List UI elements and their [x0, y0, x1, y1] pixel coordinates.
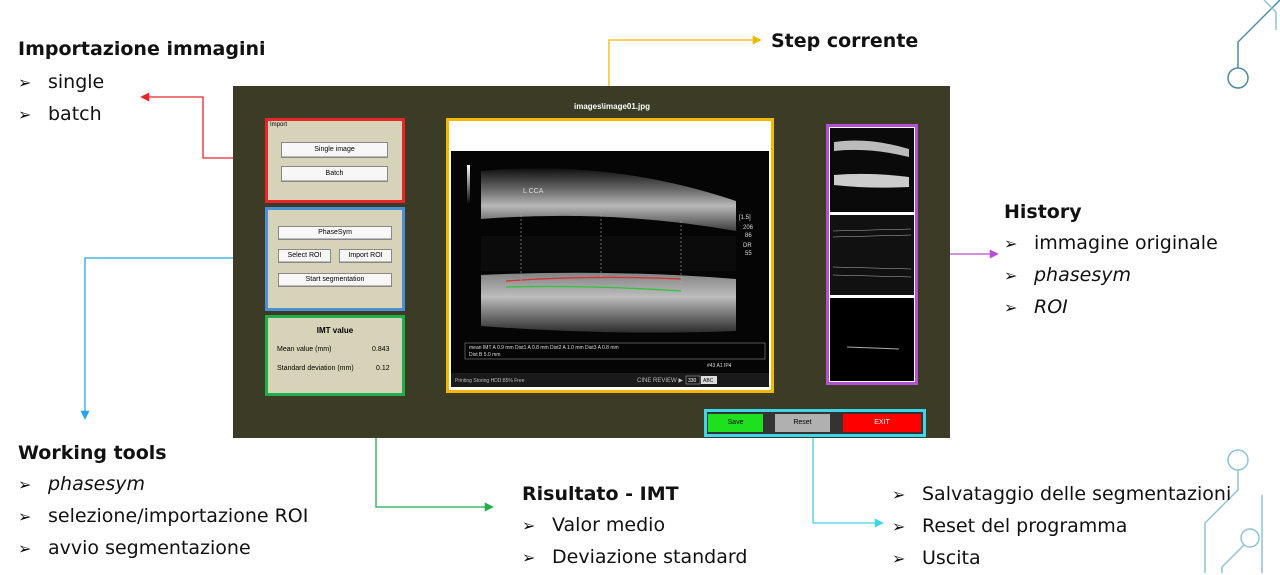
- list-item: ➢ phasesym: [18, 468, 308, 500]
- measurement-row-1: mean IMT A 0.9 mm Dist1 A 0.8 mm Dist2 A…: [469, 345, 619, 351]
- imt-panel: IMT value Mean value (mm) 0.843 Standard…: [265, 315, 405, 396]
- history-section-list: ➢ immagine originale ➢ phasesym ➢ ROI: [1004, 227, 1218, 323]
- list-item: ➢ Uscita: [892, 542, 1231, 574]
- phasesym-button[interactable]: PhaseSym: [278, 226, 392, 240]
- imt-panel-title: IMT value: [316, 326, 354, 335]
- us-side-value: DR: [743, 243, 752, 249]
- import-panel-label: Import: [270, 122, 288, 128]
- history-thumbnails: [830, 128, 914, 381]
- import-section-list: ➢ single ➢ batch: [18, 66, 104, 130]
- bullet-arrow-icon: ➢: [1004, 266, 1018, 285]
- start-segmentation-button[interactable]: Start segmentation: [278, 273, 392, 287]
- list-item: ➢ Deviazione standard: [522, 541, 747, 573]
- abc-label: ABC: [703, 378, 714, 384]
- app-window: Import Single image Batch PhaseSym Selec…: [233, 86, 950, 438]
- actions-section-list: ➢ Salvataggio delle segmentazioni ➢ Reset …: [892, 478, 1231, 574]
- list-item: ➢ phasesym: [1004, 259, 1218, 291]
- tools-section-title: Working tools: [18, 442, 167, 464]
- import-panel: Import Single image Batch: [265, 118, 405, 203]
- bullet-arrow-icon: ➢: [892, 517, 906, 536]
- bullet-arrow-icon: ➢: [1004, 298, 1018, 317]
- bullet-arrow-icon: ➢: [892, 549, 906, 568]
- save-button[interactable]: Save: [708, 414, 763, 432]
- list-item: ➢ immagine originale: [1004, 227, 1218, 259]
- list-item: ➢ Valor medio: [522, 509, 747, 541]
- import-roi-button[interactable]: Import ROI: [339, 249, 392, 263]
- list-item: ➢ batch: [18, 98, 104, 130]
- result-section-title: Risultato - IMT: [522, 483, 679, 505]
- list-item: ➢ single: [18, 66, 104, 98]
- bullet-arrow-icon: ➢: [18, 73, 32, 92]
- actions-arrow: [812, 433, 884, 528]
- us-side-value: 55: [745, 251, 752, 257]
- exit-button[interactable]: EXIT: [843, 414, 921, 432]
- bullet-arrow-icon: ➢: [1004, 234, 1018, 253]
- actions-frame: Save Reset EXIT: [704, 409, 926, 437]
- list-item: ➢ Reset del programma: [892, 510, 1231, 542]
- single-image-button[interactable]: Single image: [281, 142, 388, 158]
- batch-button[interactable]: Batch: [281, 166, 388, 182]
- us-side-value: 86: [745, 233, 752, 239]
- list-item: ➢ ROI: [1004, 291, 1218, 323]
- image-title: images\image01.jpg: [573, 102, 651, 111]
- bullet-arrow-icon: ➢: [892, 485, 906, 504]
- bullet-arrow-icon: ➢: [18, 507, 32, 526]
- reset-button[interactable]: Reset: [775, 414, 830, 432]
- mean-value-label: Mean value (mm): [277, 346, 332, 353]
- list-item: ➢ Salvataggio delle segmentazioni: [892, 478, 1231, 510]
- bullet-arrow-icon: ➢: [522, 548, 536, 567]
- cine-review-label: CINE REVIEW ▶: [637, 378, 683, 384]
- bullet-arrow-icon: ➢: [18, 475, 32, 494]
- measurement-row-2: Dist B 5.0 mm: [469, 352, 500, 358]
- sd-label: Standard deviation (mm): [277, 365, 354, 372]
- result-section-list: ➢ Valor medio ➢ Deviazione standard: [522, 509, 747, 573]
- step-section-title: Step corrente: [771, 30, 919, 52]
- lcca-label: L CCA: [523, 188, 544, 195]
- select-roi-button[interactable]: Select ROI: [278, 249, 331, 263]
- bullet-arrow-icon: ➢: [18, 105, 32, 124]
- ultrasound-image: L CCA [1.5] 206 86 DR 55 mean IMT A 0.9 …: [451, 151, 769, 387]
- current-step-frame: L CCA [1.5] 206 86 DR 55 mean IMT A 0.9 …: [446, 118, 774, 393]
- us-status: Printing Storing HDD:85% Free: [455, 378, 525, 384]
- us-side-value: 206: [743, 225, 754, 231]
- history-section-title: History: [1004, 201, 1082, 223]
- bullet-arrow-icon: ➢: [522, 516, 536, 535]
- tools-section-list: ➢ phasesym ➢ selezione/importazione ROI ➢ a…: [18, 468, 308, 564]
- bullet-arrow-icon: ➢: [18, 539, 32, 558]
- cine-frames: 330: [688, 378, 697, 384]
- probe-label: #43 A1 IP4: [707, 363, 732, 369]
- history-panel: [826, 124, 918, 385]
- circuit-decoration-top: [1227, 0, 1280, 89]
- circuit-decoration-bottom: [1204, 449, 1263, 573]
- us-side-value: [1.5]: [739, 215, 751, 221]
- import-section-title: Importazione immagini: [18, 38, 266, 60]
- list-item: ➢ avvio segmentazione: [18, 532, 308, 564]
- tools-arrow: [80, 257, 266, 420]
- sd-value: 0.12: [376, 365, 390, 372]
- mean-value: 0.843: [372, 346, 390, 353]
- list-item: ➢ selezione/importazione ROI: [18, 500, 308, 532]
- tools-panel: PhaseSym Select ROI Import ROI Start seg…: [265, 207, 405, 311]
